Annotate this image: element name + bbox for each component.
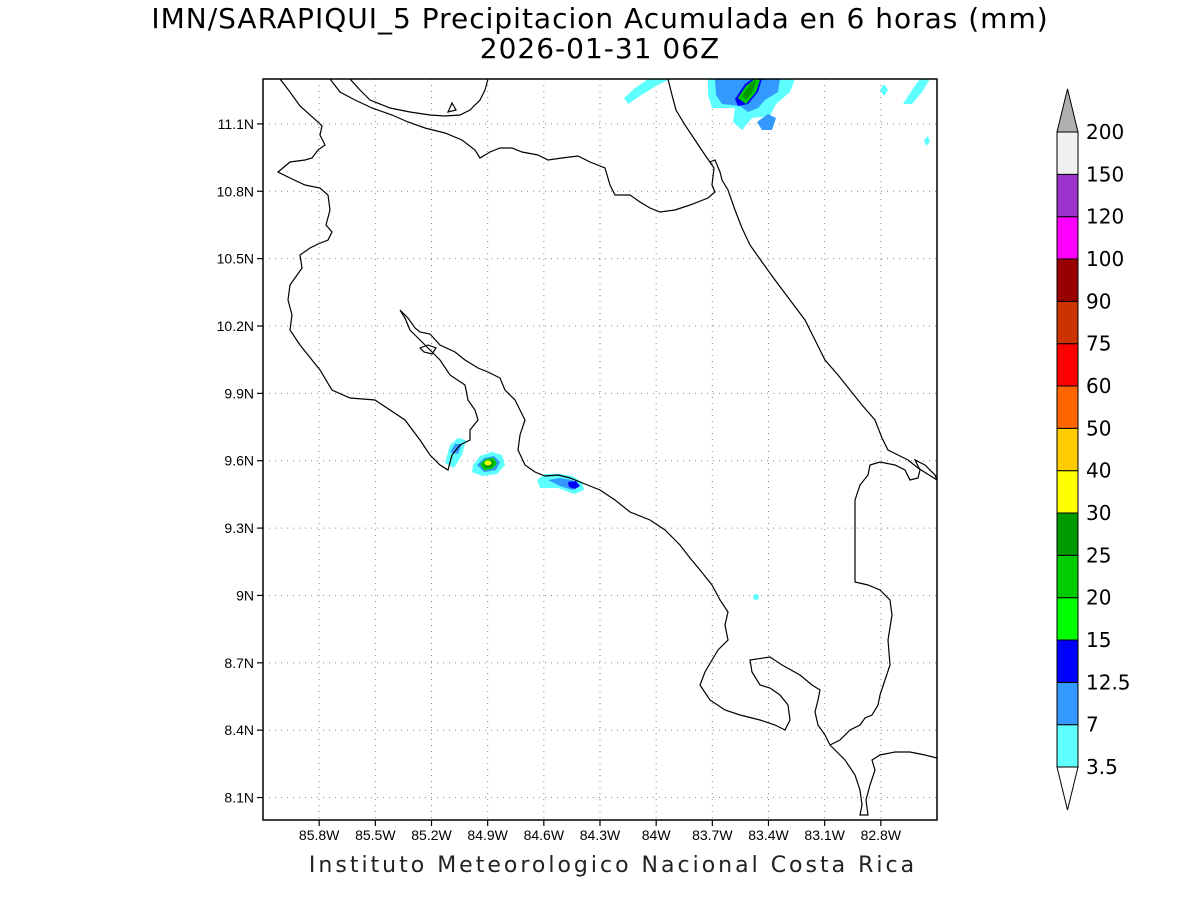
lat-tick-label: 11.1N	[218, 116, 254, 132]
precip-patch-west	[445, 438, 505, 476]
lon-tick-label: 85.8W	[299, 827, 340, 843]
lat-tick-label: 9.6N	[224, 453, 254, 469]
lake-island	[446, 101, 457, 113]
lat-tick-label: 9.3N	[224, 520, 254, 536]
colorbar-bottom-arrow	[1056, 766, 1079, 811]
colorbar-swatch	[1056, 173, 1079, 218]
colorbar-label: 150	[1086, 162, 1124, 186]
colorbar-label: 200	[1086, 120, 1124, 144]
colorbar-swatch	[1056, 427, 1079, 472]
colorbar-label: 20	[1086, 586, 1111, 610]
colorbar-label: 120	[1086, 205, 1124, 229]
chart-title: IMN/SARAPIQUI_5 Precipitacion Acumulada …	[151, 2, 1049, 35]
nicaragua-lake-shore	[329, 79, 937, 481]
colorbar-label: 3.5	[1086, 755, 1118, 779]
colorbar-label: 30	[1086, 501, 1111, 525]
map-grid	[263, 79, 937, 820]
caribbean-coast	[667, 79, 713, 166]
colorbar-swatch	[1056, 554, 1079, 599]
colorbar-swatch	[1056, 343, 1079, 387]
lon-tick-label: 84W	[642, 827, 672, 843]
lat-tick-label: 8.4N	[224, 722, 254, 738]
nicoya-island	[418, 344, 437, 355]
coastlines	[276, 79, 937, 816]
footer-credit: Instituto Meteorologico Nacional Costa R…	[308, 853, 918, 878]
lake-inlet	[349, 79, 489, 117]
colorbar-label: 7	[1086, 713, 1099, 737]
colorbar-swatch	[1056, 639, 1079, 683]
colorbar-label: 60	[1086, 374, 1111, 398]
nicaragua-coast	[276, 79, 937, 746]
chart-subtitle: 2026-01-31 06Z	[479, 32, 721, 65]
lat-tick-label: 8.1N	[224, 790, 254, 806]
map-frame	[262, 78, 938, 821]
colorbar-label: 15	[1086, 628, 1111, 652]
precip-patch-central	[537, 474, 759, 600]
lon-tick-label: 83.1W	[804, 827, 845, 843]
colorbar-label: 12.5	[1086, 670, 1131, 694]
lat-tick-label: 10.8N	[217, 183, 254, 199]
osa-peninsula	[829, 744, 937, 816]
lat-tick-label: 9.9N	[224, 385, 254, 401]
colorbar-label: 25	[1086, 543, 1111, 567]
colorbar-swatch	[1056, 724, 1079, 768]
colorbar-label: 90	[1086, 289, 1111, 313]
lat-tick-label: 10.5N	[217, 251, 254, 267]
colorbar-label: 50	[1086, 416, 1111, 440]
colorbar-label: 40	[1086, 459, 1111, 483]
colorbar-label: 100	[1086, 247, 1124, 271]
lon-tick-label: 85.5W	[355, 827, 396, 843]
colorbar-swatch	[1056, 597, 1079, 641]
lat-tick-label: 9N	[236, 587, 254, 603]
colorbar-swatch	[1056, 131, 1079, 175]
lon-tick-label: 82.8W	[861, 827, 902, 843]
lon-tick-label: 84.9W	[467, 827, 508, 843]
colorbar-swatch	[1056, 681, 1079, 726]
colorbar-swatch	[1056, 300, 1079, 345]
lon-axis: 85.8W 85.5W 85.2W 84.9W 84.6W 84.3W 84W 83.7W 83…	[299, 820, 902, 843]
colorbar-swatch	[1056, 470, 1079, 514]
precip-patch-north	[624, 79, 930, 146]
colorbar-legend: 3.5 7 12.5 15 20 25 30 40 50 60 75 90 100 120 150 200	[1056, 88, 1131, 811]
lon-tick-label: 85.2W	[411, 827, 452, 843]
colorbar-top-arrow	[1056, 88, 1079, 133]
lat-tick-label: 10.2N	[217, 318, 254, 334]
colorbar-swatch	[1056, 258, 1079, 302]
lon-tick-label: 83.4W	[748, 827, 789, 843]
lon-tick-label: 84.3W	[580, 827, 621, 843]
precip-patches	[445, 79, 930, 600]
lon-tick-label: 83.7W	[692, 827, 733, 843]
colorbar-swatch	[1056, 512, 1079, 556]
lat-tick-label: 8.7N	[224, 655, 254, 671]
colorbar-swatch	[1056, 216, 1079, 260]
lon-tick-label: 84.6W	[524, 827, 565, 843]
colorbar-label: 75	[1086, 332, 1111, 356]
colorbar-swatch	[1056, 385, 1079, 429]
lat-axis: 11.1N 10.8N 10.5N 10.2N 9.9N 9.6N 9.3N 9N 8.7N 8.…	[217, 116, 263, 806]
